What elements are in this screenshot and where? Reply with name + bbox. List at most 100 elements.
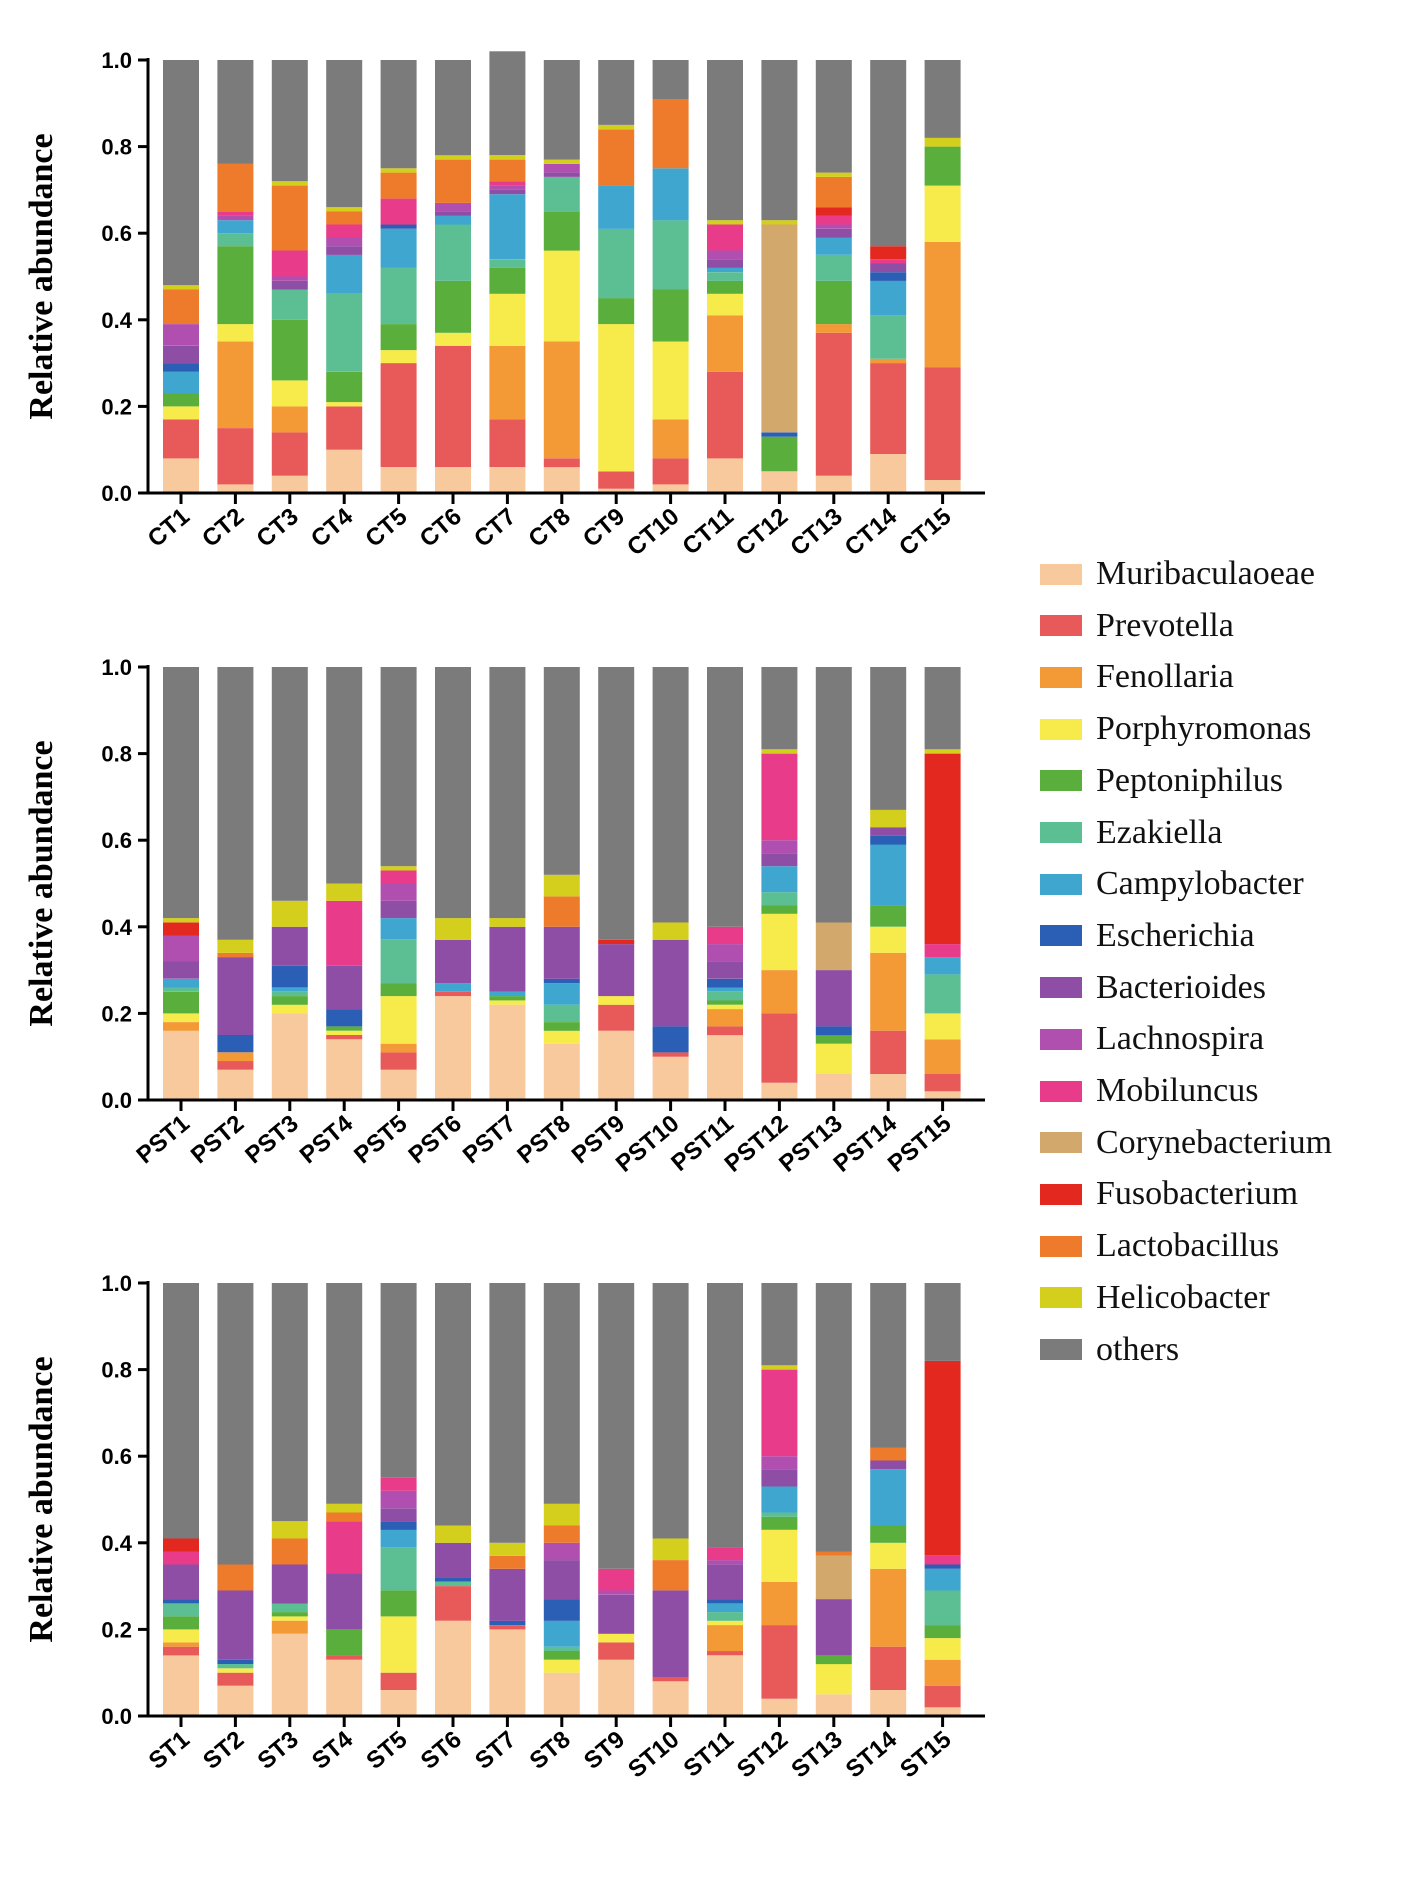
bar-segment-ct5-escherichia [380,224,417,229]
x-tick-label-st11: ST11 [679,1726,739,1783]
bar-segment-ct11-muribaculaoeae [707,458,743,493]
bar-segment-ct3-fenollaria [271,406,308,433]
bar-segment-st4-bacterioides [326,1573,363,1630]
y-tick-label: 0.8 [101,742,132,767]
bar-segment-st13-others [815,1283,852,1552]
bar-segment-ct11-bacterioides [707,259,743,268]
bar-segment-ct4-porphyromonas [326,402,363,407]
x-tick-label-st12: ST12 [732,1726,793,1784]
bar-segment-st7-escherichia [489,1620,526,1625]
bar-segment-pst6-bacterioides [435,939,471,984]
bar-segment-st5-campylobacter [380,1529,417,1548]
x-tick-label-pst8: PST8 [512,1110,575,1169]
bar-segment-pst8-lactobacillus [543,896,580,927]
bar-segment-pst3-helicobacter [271,900,308,927]
bar-segment-pst4-peptoniphilus [326,1026,363,1031]
legend-item-prevotella: Prevotella [1040,606,1234,646]
bar-segment-st4-mobiluncus [326,1521,363,1574]
x-tick-label-st6: ST6 [416,1726,467,1775]
bar-segment-pst5-lachnospira [380,883,417,901]
bar-segment-pst13-corynebacterium [815,922,852,971]
legend-item-muribaculaoeae: Muribaculaoeae [1040,554,1315,594]
bar-segment-ct13-muribaculaoeae [815,475,852,493]
bar-segment-pst11-peptoniphilus [707,1000,743,1005]
bar-segment-pst1-peptoniphilus [163,991,199,1014]
bar-segment-pst9-bacterioides [598,944,635,997]
bar-segment-pst14-campylobacter [870,844,907,906]
bar-segment-pst7-campylobacter [489,991,526,997]
bar-segment-ct13-helicobacter [815,172,852,177]
bar-segment-ct10-campylobacter [652,168,689,221]
bar-segment-st7-others [489,1283,526,1543]
bar-segment-ct6-bacterioides [435,211,471,216]
bar-segment-pst3-campylobacter [271,987,308,992]
bar-segment-pst4-escherichia [326,1009,363,1027]
bar-segment-st6-bacterioides [435,1542,471,1578]
bar-segment-ct7-mobiluncus [489,181,526,186]
x-tick-label-ct12: CT12 [731,503,793,561]
bar-segment-st6-helicobacter [435,1525,471,1543]
bar-segment-ct11-porphyromonas [707,293,743,316]
bar-segment-st8-lactobacillus [543,1525,580,1543]
bar-segment-pst5-bacterioides [380,900,417,919]
bar-segment-st13-peptoniphilus [815,1655,852,1665]
legend-label: Prevotella [1096,606,1234,644]
bar-segment-ct14-muribaculaoeae [870,454,907,493]
bar-segment-st12-lachnospira [761,1456,798,1470]
bar-segment-st15-others [924,1283,961,1361]
bar-segment-ct12-peptoniphilus [761,436,798,472]
bar-segment-pst3-porphyromonas [271,1004,308,1014]
bar-segment-ct3-mobiluncus [271,250,308,277]
bar-segment-st8-porphyromonas [543,1659,580,1673]
x-tick-label-st13: ST13 [786,1726,847,1784]
bar-segment-pst4-porphyromonas [326,1030,363,1035]
bar-segment-pst11-lachnospira [707,944,743,962]
bar-segment-st13-porphyromonas [815,1664,852,1695]
legend-swatch [1040,873,1082,895]
bar-segment-pst9-muribaculaoeae [598,1030,635,1100]
bar-segment-pst5-muribaculaoeae [380,1069,417,1100]
bar-segment-ct7-peptoniphilus [489,267,526,294]
bar-segment-ct8-fenollaria [543,341,580,459]
bar-segment-st4-others [326,1283,363,1504]
x-tick-label-ct10: CT10 [622,503,684,561]
x-tick-label-ct3: CT3 [252,503,304,553]
bar-segment-pst15-campylobacter [924,957,961,975]
bar-segment-ct5-campylobacter [380,228,417,268]
bar-segment-ct9-peptoniphilus [598,298,635,325]
bar-segment-pst13-others [815,667,852,923]
bar-segment-ct4-muribaculaoeae [326,449,363,493]
legend-item-bacterioides: Bacterioides [1040,968,1266,1008]
bar-segment-pst8-peptoniphilus [543,1022,580,1031]
bar-segment-ct9-muribaculaoeae [598,488,635,493]
bar-segment-ct15-others [924,60,961,138]
legend-swatch [1040,925,1082,947]
legend-label: Campylobacter [1096,865,1304,903]
bar-segment-pst3-bacterioides [271,926,308,966]
legend-label: Mobiluncus [1096,1072,1259,1109]
bar-segment-ct4-lactobacillus [326,211,363,225]
bar-segment-st10-muribaculaoeae [652,1681,689,1716]
bar-segment-pst9-porphyromonas [598,996,635,1005]
bar-segment-pst11-muribaculaoeae [707,1035,743,1100]
bar-segment-st2-ezakiella [217,1664,254,1669]
bar-segment-pst5-helicobacter [380,866,417,871]
bar-segment-st14-prevotella [870,1646,907,1690]
bar-segment-ct6-helicobacter [435,155,471,160]
bar-segment-pst12-bacterioides [761,853,798,867]
y-axis-title: Relative abundance [23,1356,60,1642]
bar-segment-ct13-bacterioides [815,228,852,238]
bar-segment-ct8-bacterioides [543,172,580,177]
bar-segment-pst1-others [163,667,199,919]
x-tick-label-pst5: PST5 [349,1110,412,1169]
bar-segment-ct1-campylobacter [163,371,199,394]
bar-segment-st10-lactobacillus [652,1560,689,1591]
bar-segment-st9-lachnospira [598,1590,635,1595]
legend-item-fenollaria: Fenollaria [1040,657,1234,697]
bar-segment-pst4-prevotella [326,1035,363,1040]
bar-segment-pst11-fenollaria [707,1009,743,1027]
bar-segment-pst5-mobiluncus [380,870,417,884]
y-tick-label: 0.0 [101,1704,132,1729]
y-tick-label: 0.4 [101,915,132,940]
